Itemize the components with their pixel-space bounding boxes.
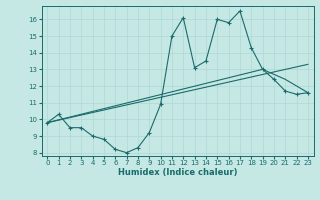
X-axis label: Humidex (Indice chaleur): Humidex (Indice chaleur) xyxy=(118,168,237,177)
